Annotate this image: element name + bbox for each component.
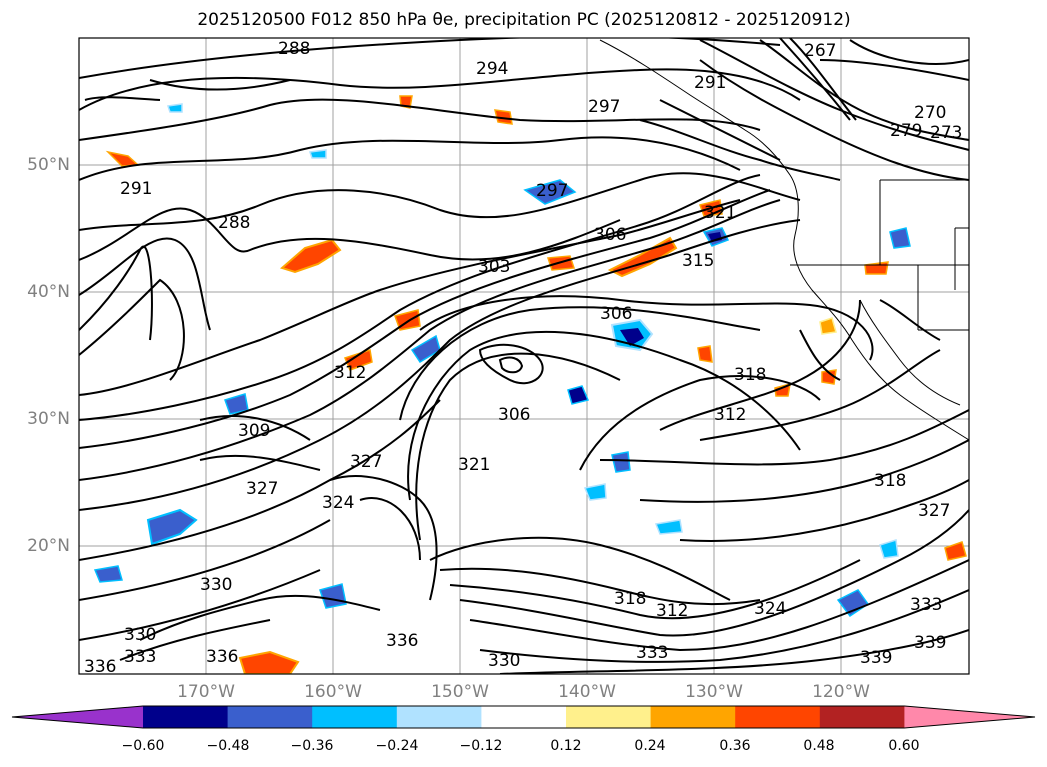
contour-label: 318 (874, 471, 906, 491)
contour-label: 324 (754, 599, 786, 619)
contour-labels: 288 294 291 297 267 270 273 279 291 288 … (84, 39, 962, 677)
grid-lines (79, 38, 969, 674)
contour-label: 327 (246, 479, 278, 499)
colorbar-tick: −0.12 (459, 738, 503, 754)
contour-label: 270 (914, 103, 946, 123)
colorbar-outline (11, 705, 1036, 729)
map-frame (79, 38, 969, 674)
colorbar-tick: −0.48 (206, 738, 250, 754)
precipitation-patches (93, 95, 967, 674)
colorbar-tick: 0.12 (550, 738, 582, 754)
contour-label: 306 (600, 304, 632, 324)
contour-label: 303 (478, 257, 510, 277)
contour-label: 327 (350, 452, 382, 472)
contour-label: 309 (238, 421, 270, 441)
contour-label: 267 (804, 41, 836, 61)
lat-label: 40°N (27, 282, 70, 302)
contour-label: 327 (918, 501, 950, 521)
chart-title: 2025120500 F012 850 hPa θe, precipitatio… (197, 10, 851, 30)
lon-label: 170°W (177, 682, 235, 702)
contour-label: 291 (694, 73, 726, 93)
contour-label: 330 (488, 651, 520, 671)
colorbar-segment (735, 706, 821, 728)
colorbar-extend-left (12, 706, 143, 728)
contour-label: 306 (498, 405, 530, 425)
contour-label: 315 (682, 251, 714, 271)
colorbar-segment (566, 706, 652, 728)
colorbar-segment (312, 706, 398, 728)
contour-label: 321 (458, 455, 490, 475)
map-border (78, 37, 970, 675)
lon-label: 150°W (431, 682, 489, 702)
colorbar-segment (650, 706, 736, 728)
contour-label: 291 (120, 179, 152, 199)
colorbar-tick: 0.36 (719, 738, 751, 754)
colorbar-tick: 0.48 (803, 738, 835, 754)
contour-label: 312 (656, 601, 688, 621)
contour-label: 333 (910, 595, 942, 615)
contour-label: 318 (614, 589, 646, 609)
contour-label: 312 (714, 405, 746, 425)
contour-label: 339 (860, 648, 892, 668)
colorbar-segment (396, 706, 482, 728)
contour-label: 297 (536, 181, 568, 201)
coastlines (599, 39, 969, 441)
colorbar-segment (819, 706, 905, 728)
contour-label: 330 (124, 625, 156, 645)
contour-label: 312 (334, 363, 366, 383)
contour-label: 297 (588, 97, 620, 117)
lat-label: 30°N (27, 409, 70, 429)
contour-label: 306 (594, 225, 626, 245)
colorbar-segment (227, 706, 313, 728)
lon-label: 130°W (685, 682, 743, 702)
colorbar-tick: −0.60 (121, 738, 165, 754)
colorbar (11, 705, 1036, 729)
theta-e-contours (79, 38, 969, 674)
colorbar-tick: −0.36 (290, 738, 334, 754)
colorbar-tick: 0.24 (634, 738, 666, 754)
contour-label: 336 (84, 657, 116, 677)
contour-label: 294 (476, 59, 508, 79)
lon-label: 160°W (304, 682, 362, 702)
contour-label: 336 (206, 647, 238, 667)
contour-label: 318 (734, 365, 766, 385)
contour-label: 336 (386, 631, 418, 651)
contour-label: 288 (278, 39, 310, 59)
contour-label: 330 (200, 575, 232, 595)
contour-label: 333 (124, 647, 156, 667)
lat-label: 20°N (27, 536, 70, 556)
colorbar-tick: −0.24 (375, 738, 419, 754)
lon-label: 140°W (558, 682, 616, 702)
contour-label: 333 (636, 643, 668, 663)
colorbar-extend-right (904, 706, 1035, 728)
contour-label: 273 (930, 123, 962, 143)
contour-label: 321 (704, 203, 736, 223)
contour-label: 288 (218, 213, 250, 233)
contour-label: 324 (322, 493, 354, 513)
lat-label: 50°N (27, 155, 70, 175)
colorbar-segment (481, 706, 567, 728)
colorbar-segment (143, 706, 229, 728)
contour-label: 279 (890, 121, 922, 141)
lon-label: 120°W (812, 682, 870, 702)
contour-label: 339 (914, 633, 946, 653)
colorbar-tick: 0.60 (888, 738, 920, 754)
